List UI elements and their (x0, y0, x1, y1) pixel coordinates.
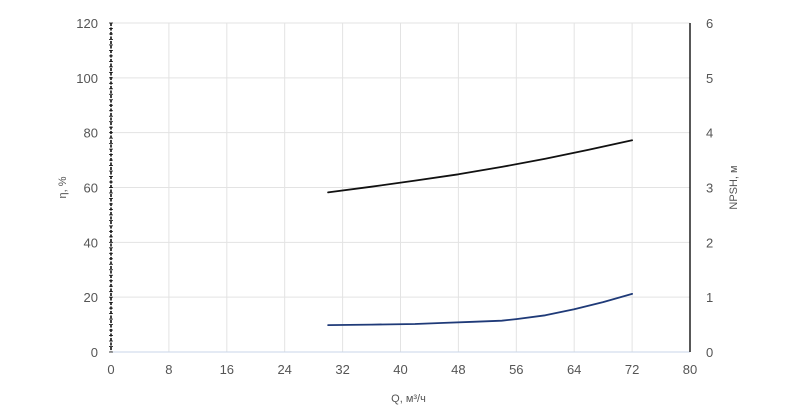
x-tick-label: 0 (107, 362, 114, 377)
y-right-tick-label: 2 (706, 235, 713, 250)
axes (109, 22, 691, 353)
x-tick-label: 8 (165, 362, 172, 377)
x-tick-label: 56 (509, 362, 523, 377)
x-tick-label: 48 (451, 362, 465, 377)
y-left-tick-label: 40 (84, 235, 98, 250)
tick-labels: 0 8 16 24 32 40 48 56 64 72 8002040608010012001234… (76, 16, 713, 377)
y-left-tick-label: 100 (76, 71, 98, 86)
x-axis-label: Q, м³/ч (391, 393, 426, 405)
series-line-1 (327, 139, 633, 194)
y-left-tick-label: 0 (91, 345, 98, 360)
y-left-tick-label: 80 (84, 126, 98, 141)
x-tick-label: 16 (220, 362, 234, 377)
y-left-tick-label: 60 (84, 181, 98, 196)
y-axis-right-label: NPSH, м (728, 165, 740, 209)
y-left-tick-label: 120 (76, 16, 98, 31)
y-right-tick-label: 1 (706, 290, 713, 305)
x-tick-label: 72 (625, 362, 639, 377)
series-line-2 (327, 293, 633, 326)
x-tick-label: 32 (335, 362, 349, 377)
y-axis-left-label: η, % (57, 176, 69, 198)
x-tick-label: 40 (393, 362, 407, 377)
x-tick-label: 64 (567, 362, 581, 377)
y-right-tick-label: 4 (706, 126, 713, 141)
y-right-tick-label: 5 (706, 71, 713, 86)
y-right-tick-label: 6 (706, 16, 713, 31)
y-left-tick-label: 20 (84, 290, 98, 305)
y-right-tick-label: 3 (706, 181, 713, 196)
x-tick-label: 80 (683, 362, 697, 377)
x-tick-label: 24 (277, 362, 291, 377)
y-right-tick-label: 0 (706, 345, 713, 360)
series-group (327, 139, 633, 326)
